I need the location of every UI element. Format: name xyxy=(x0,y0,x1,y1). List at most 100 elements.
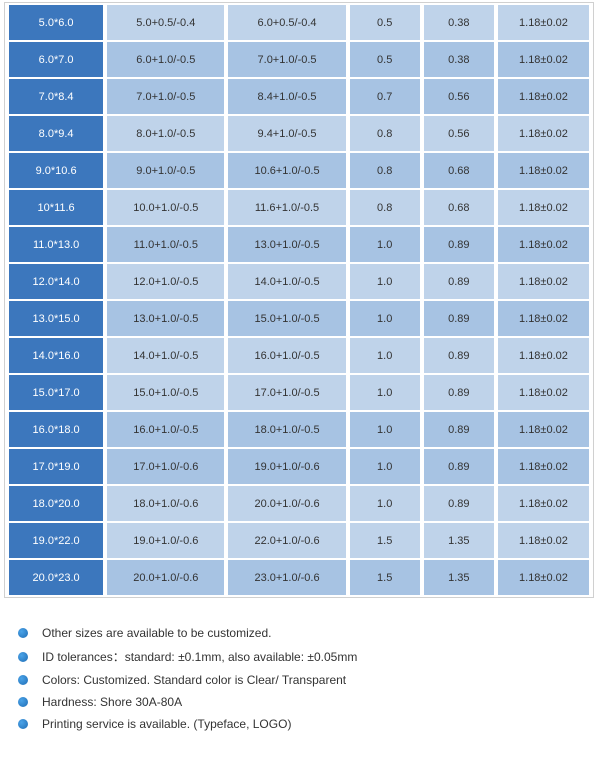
table-row: 11.0*13.011.0+1.0/-0.513.0+1.0/-0.51.00.… xyxy=(9,227,589,262)
size-cell: 14.0*16.0 xyxy=(9,338,103,373)
val4-cell: 0.56 xyxy=(424,79,494,114)
val3-cell: 1.5 xyxy=(350,523,420,558)
tol2-cell: 10.6+1.0/-0.5 xyxy=(228,153,345,188)
val4-cell: 0.89 xyxy=(424,301,494,336)
tol1-cell: 10.0+1.0/-0.5 xyxy=(107,190,224,225)
size-cell: 17.0*19.0 xyxy=(9,449,103,484)
val4-cell: 0.89 xyxy=(424,412,494,447)
note-text: Hardness: Shore 30A-80A xyxy=(42,695,182,709)
size-cell: 15.0*17.0 xyxy=(9,375,103,410)
tol2-cell: 23.0+1.0/-0.6 xyxy=(228,560,345,595)
tol1-cell: 20.0+1.0/-0.6 xyxy=(107,560,224,595)
tol2-cell: 11.6+1.0/-0.5 xyxy=(228,190,345,225)
val3-cell: 0.8 xyxy=(350,153,420,188)
val3-cell: 0.5 xyxy=(350,5,420,40)
tol1-cell: 9.0+1.0/-0.5 xyxy=(107,153,224,188)
table-row: 7.0*8.47.0+1.0/-0.58.4+1.0/-0.50.70.561.… xyxy=(9,79,589,114)
val3-cell: 1.0 xyxy=(350,449,420,484)
val3-cell: 1.0 xyxy=(350,301,420,336)
tol2-cell: 15.0+1.0/-0.5 xyxy=(228,301,345,336)
val5-cell: 1.18±0.02 xyxy=(498,264,589,299)
val5-cell: 1.18±0.02 xyxy=(498,116,589,151)
table-row: 5.0*6.05.0+0.5/-0.46.0+0.5/-0.40.50.381.… xyxy=(9,5,589,40)
note-item: Hardness: Shore 30A-80A xyxy=(18,695,580,709)
tol1-cell: 5.0+0.5/-0.4 xyxy=(107,5,224,40)
tol1-cell: 17.0+1.0/-0.6 xyxy=(107,449,224,484)
size-cell: 8.0*9.4 xyxy=(9,116,103,151)
tol1-cell: 7.0+1.0/-0.5 xyxy=(107,79,224,114)
val4-cell: 1.35 xyxy=(424,523,494,558)
tol1-cell: 13.0+1.0/-0.5 xyxy=(107,301,224,336)
tol1-cell: 8.0+1.0/-0.5 xyxy=(107,116,224,151)
note-item: Printing service is available. (Typeface… xyxy=(18,717,580,731)
val5-cell: 1.18±0.02 xyxy=(498,227,589,262)
val3-cell: 0.8 xyxy=(350,190,420,225)
tol2-cell: 14.0+1.0/-0.5 xyxy=(228,264,345,299)
note-text: Other sizes are available to be customiz… xyxy=(42,626,271,640)
val4-cell: 0.89 xyxy=(424,227,494,262)
val5-cell: 1.18±0.02 xyxy=(498,412,589,447)
val5-cell: 1.18±0.02 xyxy=(498,375,589,410)
size-cell: 19.0*22.0 xyxy=(9,523,103,558)
val3-cell: 1.5 xyxy=(350,560,420,595)
size-cell: 6.0*7.0 xyxy=(9,42,103,77)
table-row: 13.0*15.013.0+1.0/-0.515.0+1.0/-0.51.00.… xyxy=(9,301,589,336)
size-cell: 9.0*10.6 xyxy=(9,153,103,188)
val3-cell: 1.0 xyxy=(350,338,420,373)
val3-cell: 0.7 xyxy=(350,79,420,114)
spec-table-container: 5.0*6.05.0+0.5/-0.46.0+0.5/-0.40.50.38 1.… xyxy=(4,2,594,598)
table-row: 14.0*16.014.0+1.0/-0.516.0+1.0/-0.51.00.… xyxy=(9,338,589,373)
val5-cell: 1.18±0.02 xyxy=(498,560,589,595)
size-cell: 18.0*20.0 xyxy=(9,486,103,521)
size-cell: 16.0*18.0 xyxy=(9,412,103,447)
val3-cell: 0.8 xyxy=(350,116,420,151)
tol2-cell: 22.0+1.0/-0.6 xyxy=(228,523,345,558)
size-cell: 5.0*6.0 xyxy=(9,5,103,40)
table-row: 16.0*18.016.0+1.0/-0.518.0+1.0/-0.51.00.… xyxy=(9,412,589,447)
size-cell: 20.0*23.0 xyxy=(9,560,103,595)
bullet-icon xyxy=(18,697,28,707)
val5-cell: 1.18±0.02 xyxy=(498,153,589,188)
val4-cell: 0.89 xyxy=(424,338,494,373)
table-row: 12.0*14.012.0+1.0/-0.514.0+1.0/-0.51.00.… xyxy=(9,264,589,299)
note-item: Other sizes are available to be customiz… xyxy=(18,626,580,640)
note-text: Printing service is available. (Typeface… xyxy=(42,717,291,731)
val5-cell: 1.18±0.02 xyxy=(498,79,589,114)
size-cell: 13.0*15.0 xyxy=(9,301,103,336)
tol2-cell: 7.0+1.0/-0.5 xyxy=(228,42,345,77)
table-row: 10*11.610.0+1.0/-0.511.6+1.0/-0.50.80.68… xyxy=(9,190,589,225)
tol1-cell: 12.0+1.0/-0.5 xyxy=(107,264,224,299)
val5-cell: 1.18±0.02 xyxy=(498,449,589,484)
val3-cell: 1.0 xyxy=(350,227,420,262)
val5-cell: 1.18±0.02 xyxy=(498,486,589,521)
val4-cell: 0.68 xyxy=(424,153,494,188)
val5-cell: 1.18±0.02 xyxy=(498,301,589,336)
tol1-cell: 11.0+1.0/-0.5 xyxy=(107,227,224,262)
tol1-cell: 18.0+1.0/-0.6 xyxy=(107,486,224,521)
table-row: 17.0*19.017.0+1.0/-0.619.0+1.0/-0.61.00.… xyxy=(9,449,589,484)
note-item: Colors: Customized. Standard color is Cl… xyxy=(18,673,580,687)
tol1-cell: 6.0+1.0/-0.5 xyxy=(107,42,224,77)
table-row: 20.0*23.020.0+1.0/-0.623.0+1.0/-0.61.5 1.… xyxy=(9,560,589,595)
val5-cell: 1.18±0.02 xyxy=(498,190,589,225)
tol1-cell: 14.0+1.0/-0.5 xyxy=(107,338,224,373)
val4-cell: 0.38 xyxy=(424,5,494,40)
size-cell: 12.0*14.0 xyxy=(9,264,103,299)
spec-table: 5.0*6.05.0+0.5/-0.46.0+0.5/-0.40.50.38 1.… xyxy=(5,3,593,597)
val5-cell: 1.18±0.02 xyxy=(498,338,589,373)
val4-cell: 0.89 xyxy=(424,449,494,484)
tol2-cell: 18.0+1.0/-0.5 xyxy=(228,412,345,447)
tol1-cell: 19.0+1.0/-0.6 xyxy=(107,523,224,558)
table-row: 19.0*22.019.0+1.0/-0.622.0+1.0/-0.61.51.… xyxy=(9,523,589,558)
val3-cell: 0.5 xyxy=(350,42,420,77)
tol2-cell: 17.0+1.0/-0.5 xyxy=(228,375,345,410)
bullet-icon xyxy=(18,719,28,729)
tol1-cell: 16.0+1.0/-0.5 xyxy=(107,412,224,447)
table-row: 6.0*7.06.0+1.0/-0.57.0+1.0/-0.50.50.381.… xyxy=(9,42,589,77)
tol2-cell: 16.0+1.0/-0.5 xyxy=(228,338,345,373)
val3-cell: 1.0 xyxy=(350,412,420,447)
tol2-cell: 6.0+0.5/-0.4 xyxy=(228,5,345,40)
table-row: 18.0*20.018.0+1.0/-0.620.0+1.0/-0.61.00.… xyxy=(9,486,589,521)
val3-cell: 1.0 xyxy=(350,486,420,521)
note-text: ID tolerances：standard: ±0.1mm, also ava… xyxy=(42,648,357,665)
